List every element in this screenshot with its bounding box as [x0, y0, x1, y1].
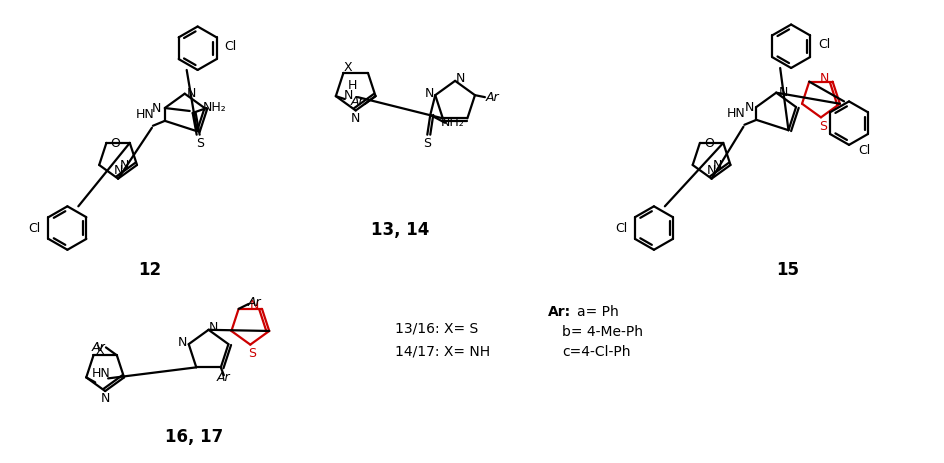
- Text: N: N: [113, 164, 123, 177]
- Text: Ar: Ar: [485, 91, 499, 104]
- Text: N: N: [152, 102, 161, 115]
- Text: b= 4-Me-Ph: b= 4-Me-Ph: [562, 325, 643, 339]
- Text: a= Ph: a= Ph: [577, 305, 618, 319]
- Text: NH₂: NH₂: [202, 100, 227, 113]
- Text: O: O: [110, 138, 120, 150]
- Text: Cl: Cl: [857, 144, 869, 157]
- Text: S: S: [248, 347, 256, 360]
- Text: Ar: Ar: [93, 341, 106, 354]
- Text: X: X: [95, 344, 104, 357]
- Text: Cl: Cl: [817, 38, 829, 51]
- Text: O: O: [703, 138, 713, 150]
- Text: 15: 15: [776, 261, 799, 279]
- Text: N: N: [209, 321, 218, 334]
- Text: N: N: [100, 393, 110, 406]
- Text: N: N: [706, 164, 716, 177]
- Text: N: N: [744, 100, 753, 113]
- Text: N: N: [249, 300, 259, 313]
- Text: Ar:: Ar:: [547, 305, 570, 319]
- Text: N: N: [713, 159, 722, 173]
- Text: S: S: [818, 120, 826, 133]
- Text: N: N: [424, 87, 433, 100]
- Text: N: N: [120, 159, 129, 173]
- Text: Cl: Cl: [28, 221, 41, 235]
- Text: Cl: Cl: [615, 221, 627, 235]
- Text: Cl: Cl: [224, 40, 236, 53]
- Text: Ar: Ar: [247, 296, 261, 309]
- Text: c=4-Cl-Ph: c=4-Cl-Ph: [562, 344, 631, 358]
- Text: HN: HN: [135, 108, 154, 121]
- Text: N: N: [819, 72, 829, 85]
- Text: HN: HN: [726, 107, 745, 120]
- Text: N: N: [350, 112, 360, 125]
- Text: 14/17: X= NH: 14/17: X= NH: [395, 344, 490, 358]
- Text: 13, 14: 13, 14: [371, 221, 430, 239]
- Text: X: X: [344, 61, 352, 74]
- Text: 12: 12: [138, 261, 161, 279]
- Text: 13/16: X= S: 13/16: X= S: [395, 322, 479, 336]
- Text: H: H: [347, 79, 357, 92]
- Text: Ar: Ar: [217, 371, 230, 384]
- Text: N: N: [187, 87, 196, 100]
- Text: S: S: [195, 137, 203, 150]
- Text: N: N: [455, 72, 464, 85]
- Text: 16, 17: 16, 17: [164, 428, 223, 446]
- Text: N: N: [177, 336, 187, 349]
- Text: N: N: [778, 86, 787, 99]
- Text: N: N: [344, 88, 353, 102]
- Text: Ar: Ar: [350, 94, 364, 107]
- Text: NH₂: NH₂: [440, 116, 464, 129]
- Text: HN: HN: [92, 367, 110, 380]
- Text: S: S: [423, 137, 430, 150]
